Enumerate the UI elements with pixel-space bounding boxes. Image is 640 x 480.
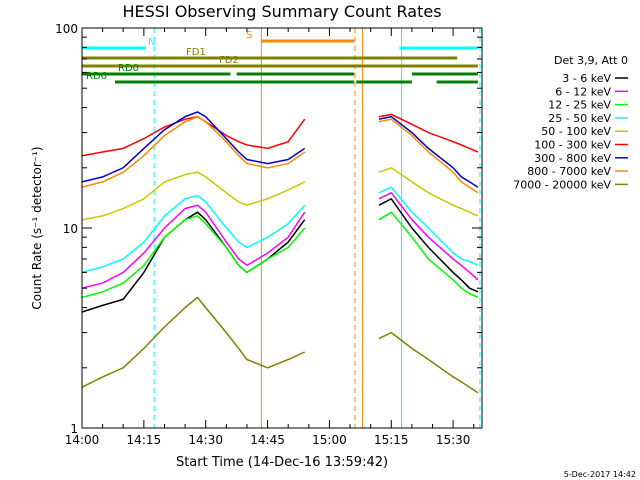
- series-line-6-part1: [378, 115, 479, 188]
- x-tick-label-0: 14:00: [65, 433, 100, 447]
- legend-label-8: 7000 - 20000 keV: [513, 178, 611, 191]
- series-line-8-part1: [378, 331, 479, 394]
- series-line-2-part1: [378, 211, 479, 299]
- legend-label-6: 300 - 800 keV: [534, 152, 611, 165]
- legend-header: Det 3,9, Att 0: [554, 54, 628, 67]
- state-bar-label-n: N: [148, 37, 155, 48]
- x-tick-label-2: 14:30: [188, 433, 223, 447]
- series-line-1-part1: [378, 191, 479, 281]
- state-bar-label-s: S: [246, 30, 252, 41]
- y-tick-label-1: 10: [63, 222, 78, 236]
- series-line-5-part0: [81, 115, 306, 157]
- series-line-3-part0: [81, 194, 306, 274]
- series-line-6-part0: [81, 111, 306, 183]
- legend-label-4: 50 - 100 keV: [541, 125, 611, 138]
- legend-label-0: 3 - 6 keV: [562, 72, 611, 85]
- y-tick-label-2: 100: [55, 22, 78, 36]
- series-line-7-part0: [81, 115, 306, 188]
- series-line-3-part1: [378, 186, 479, 267]
- series-line-4-part1: [378, 166, 479, 217]
- chart-title: HESSI Observing Summary Count Rates: [122, 2, 441, 21]
- state-bar-label-fd1: FD1: [186, 47, 206, 58]
- y-tick-label-0: 1: [70, 422, 78, 436]
- x-axis-label: Start Time (14-Dec-16 13:59:42): [176, 455, 388, 470]
- series-line-0-part1: [378, 197, 479, 293]
- x-tick-label-3: 14:45: [250, 433, 285, 447]
- legend-label-3: 25 - 50 keV: [548, 112, 611, 125]
- legend-label-5: 100 - 300 keV: [534, 139, 611, 152]
- x-tick-label-5: 15:15: [374, 433, 409, 447]
- timestamp: 5-Dec-2017 14:42: [564, 470, 636, 479]
- series-line-5-part1: [378, 113, 479, 153]
- state-bar-label-rd6: RD6: [86, 71, 107, 82]
- x-tick-label-6: 15:30: [436, 433, 471, 447]
- x-tick-label-4: 15:00: [312, 433, 347, 447]
- series-line-7-part1: [378, 118, 479, 194]
- legend-label-1: 6 - 12 keV: [555, 85, 611, 98]
- state-bar-label-rd0: RD0: [118, 63, 139, 74]
- legend-label-7: 800 - 7000 keV: [527, 165, 611, 178]
- series-line-8-part0: [81, 296, 306, 388]
- x-tick-label-1: 14:15: [127, 433, 162, 447]
- series-line-1-part0: [81, 204, 306, 289]
- series-line-4-part0: [81, 171, 306, 221]
- legend-label-2: 12 - 25 keV: [548, 99, 611, 112]
- state-bar-label-fd2: FD2: [219, 55, 239, 66]
- y-axis-label: Count Rate (s⁻¹ detector⁻¹): [30, 146, 44, 309]
- series-line-2-part0: [81, 215, 306, 299]
